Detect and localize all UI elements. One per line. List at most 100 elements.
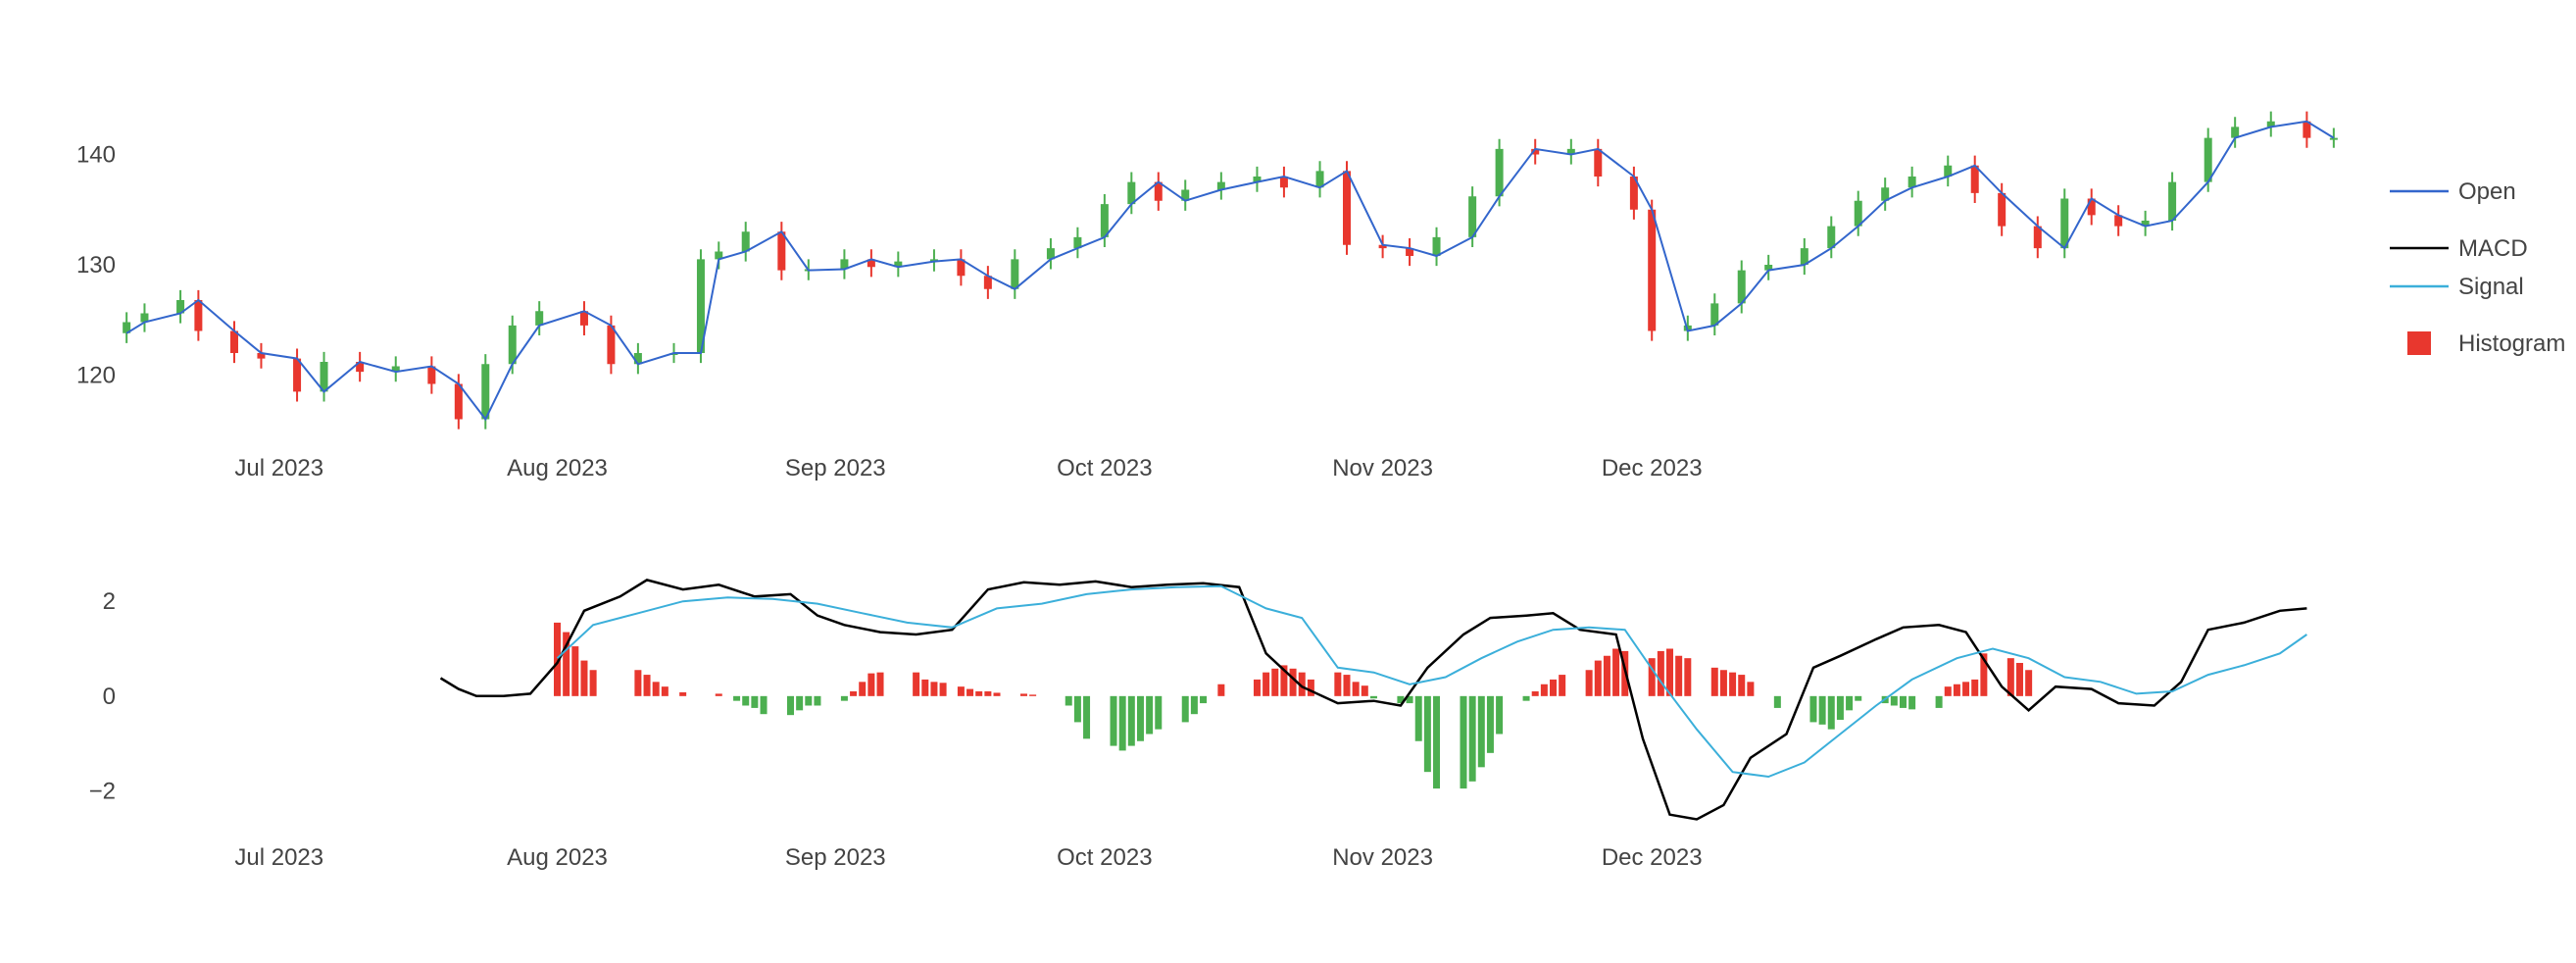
candle-body xyxy=(508,325,517,365)
histogram-bar xyxy=(1666,648,1674,696)
histogram-bar xyxy=(1890,695,1898,706)
x-tick-label: Nov 2023 xyxy=(1332,455,1433,482)
candle-body xyxy=(777,231,786,271)
candle-body xyxy=(2303,121,2311,138)
y-tick-label: 2 xyxy=(103,588,116,615)
candle-body xyxy=(1800,248,1808,265)
candle-body xyxy=(2329,137,2338,140)
candle-body xyxy=(1342,171,1351,245)
histogram-bar xyxy=(1944,686,1952,696)
legend-swatch xyxy=(2407,331,2431,355)
legend-label: Signal xyxy=(2458,274,2524,300)
histogram-bar xyxy=(1684,658,1692,696)
histogram-bar xyxy=(1334,672,1342,696)
histogram-bar xyxy=(1397,695,1405,704)
candle-body xyxy=(2266,121,2275,127)
legend: Open MACD Signal Histogram xyxy=(2390,178,2565,357)
histogram-bar xyxy=(1818,695,1826,725)
histogram-bar xyxy=(859,682,867,696)
candle-body xyxy=(1432,236,1441,256)
legend-item-macd: MACD xyxy=(2390,235,2528,262)
histogram-bar xyxy=(2025,670,2033,696)
histogram-bar xyxy=(984,691,992,696)
macd-line xyxy=(439,579,2307,821)
candle-body xyxy=(1406,248,1414,256)
candle-body xyxy=(1154,181,1163,201)
candle-body xyxy=(1046,248,1055,260)
histogram-bar xyxy=(661,686,669,696)
histogram-bar xyxy=(966,688,974,696)
candle-body xyxy=(2168,181,2177,221)
candle-body xyxy=(741,231,750,252)
candle-body xyxy=(1011,259,1019,289)
y-tick-label: −2 xyxy=(89,779,116,805)
histogram-bar xyxy=(1585,670,1593,696)
candle-body xyxy=(229,330,238,353)
x-tick-label: Oct 2023 xyxy=(1057,455,1152,482)
candle-body xyxy=(140,313,149,323)
histogram-bar xyxy=(1522,695,1530,701)
candle-body xyxy=(1495,148,1504,197)
y-tick-label: 130 xyxy=(76,252,116,279)
histogram-bar xyxy=(1657,650,1664,696)
histogram-bar xyxy=(930,682,938,696)
candle-body xyxy=(1629,177,1638,210)
candle-body xyxy=(320,362,328,392)
candle-body xyxy=(1970,165,1979,193)
histogram-bar xyxy=(1980,653,1988,696)
candle-body xyxy=(1944,165,1953,177)
histogram-bar xyxy=(1423,695,1431,773)
histogram-bar xyxy=(563,632,570,696)
histogram-bar xyxy=(1729,672,1737,696)
candle-body xyxy=(867,259,875,268)
histogram-bar xyxy=(1136,695,1144,741)
candle-body xyxy=(535,311,544,326)
histogram-bar xyxy=(1603,655,1610,696)
candle-body xyxy=(1648,209,1657,331)
histogram-bar xyxy=(840,695,848,701)
histogram-bar xyxy=(733,695,741,701)
candle-body xyxy=(2033,226,2042,249)
candle-body xyxy=(1594,148,1603,177)
histogram-bar xyxy=(580,660,588,696)
histogram-bar xyxy=(1827,695,1835,730)
x-tick-label: Aug 2023 xyxy=(507,455,608,482)
legend-label: Open xyxy=(2458,178,2516,205)
histogram-bar xyxy=(1263,672,1270,696)
histogram-bar xyxy=(1200,695,1208,704)
histogram-bar xyxy=(1343,675,1351,696)
price-panel: 120 130 140 Jul 2023 Aug 2023 Sep 2023 Oct 202… xyxy=(76,111,2338,482)
candle-body xyxy=(356,362,365,373)
histogram-bar xyxy=(1019,693,1027,696)
candle-body xyxy=(2204,137,2212,182)
histogram-bar xyxy=(957,686,965,696)
histogram-bar xyxy=(1559,675,1566,696)
histogram-bar xyxy=(1612,648,1620,696)
candle-body xyxy=(633,353,642,365)
candle-body xyxy=(715,251,723,260)
histogram-bar xyxy=(1486,695,1494,753)
candle-body xyxy=(1907,177,1916,188)
y-tick-label: 140 xyxy=(76,142,116,169)
candle-body xyxy=(894,261,903,268)
histogram-bar xyxy=(1962,682,1970,696)
histogram-bar xyxy=(1433,695,1441,789)
histogram-bar xyxy=(643,675,651,696)
candle-body xyxy=(1127,181,1136,205)
candle-body xyxy=(1531,148,1540,155)
candle-body xyxy=(2141,221,2150,227)
histogram-bar xyxy=(1477,695,1485,768)
candle-body xyxy=(1216,181,1225,190)
candle-body xyxy=(1253,177,1262,182)
histogram-bar xyxy=(805,695,813,706)
y-tick-label: 0 xyxy=(103,684,116,710)
histogram-bar xyxy=(921,679,929,696)
x-tick-label: Sep 2023 xyxy=(785,455,886,482)
histogram-bar xyxy=(1271,668,1279,696)
candle-body xyxy=(176,300,185,314)
histogram-bar xyxy=(796,695,804,711)
histogram-bar xyxy=(751,695,759,708)
histogram-bar xyxy=(1675,655,1683,696)
histogram-bar xyxy=(1908,695,1916,710)
